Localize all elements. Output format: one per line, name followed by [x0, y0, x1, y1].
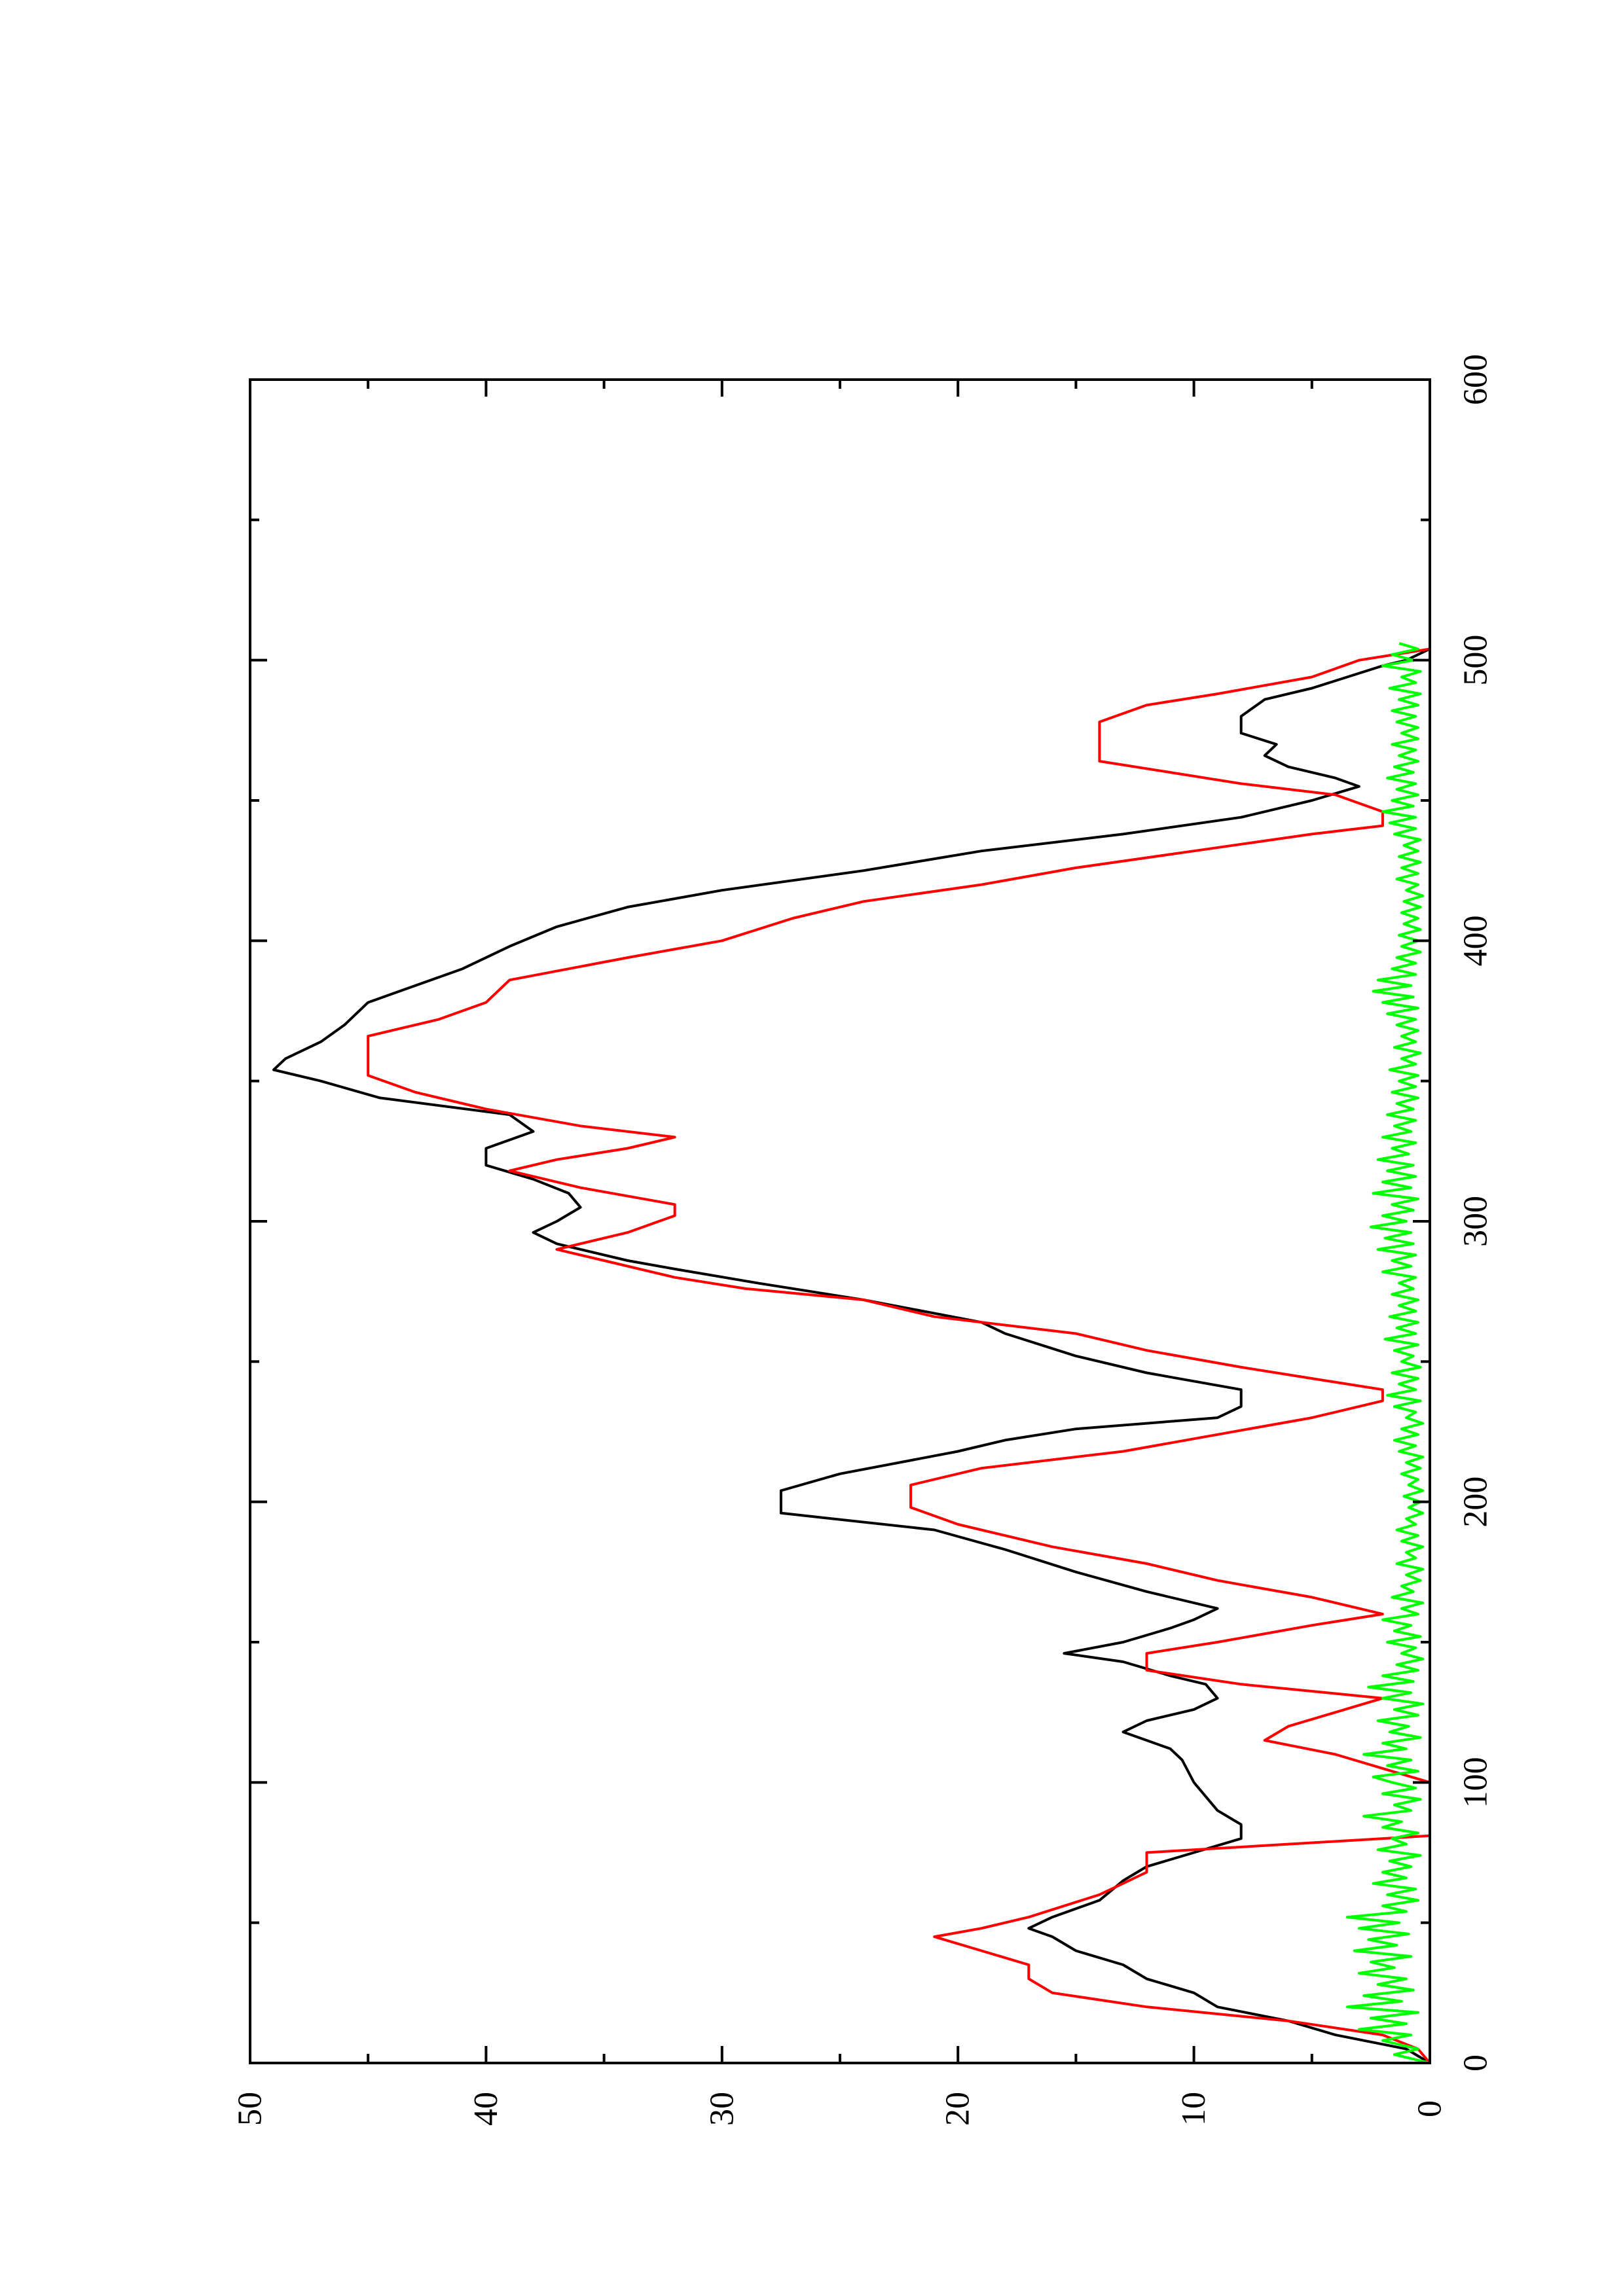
x-tick-label: 600 — [1457, 354, 1495, 405]
x-tick-label: 0 — [1457, 2054, 1495, 2072]
y-tick-label: 40 — [467, 2092, 505, 2126]
x-tick-label: 100 — [1457, 1757, 1495, 1808]
x-tick-label: 400 — [1457, 915, 1495, 966]
axes: 0 100 200 300 400 500 600 0 10 20 30 40 50 — [232, 354, 1495, 2126]
y-tick-label: 10 — [1175, 2092, 1213, 2126]
x-tick-label: 300 — [1457, 1196, 1495, 1247]
y-tick-label: 30 — [703, 2092, 740, 2126]
y-tick-label: 50 — [232, 2092, 269, 2126]
y-tick-label: 20 — [939, 2092, 977, 2126]
series-line-1 — [272, 647, 1431, 2064]
x-tick-label: 200 — [1457, 1477, 1495, 1528]
series-line-3 — [1345, 641, 1431, 2064]
x-tick-label: 500 — [1457, 635, 1495, 686]
y-tick-label: 0 — [1412, 2100, 1449, 2117]
